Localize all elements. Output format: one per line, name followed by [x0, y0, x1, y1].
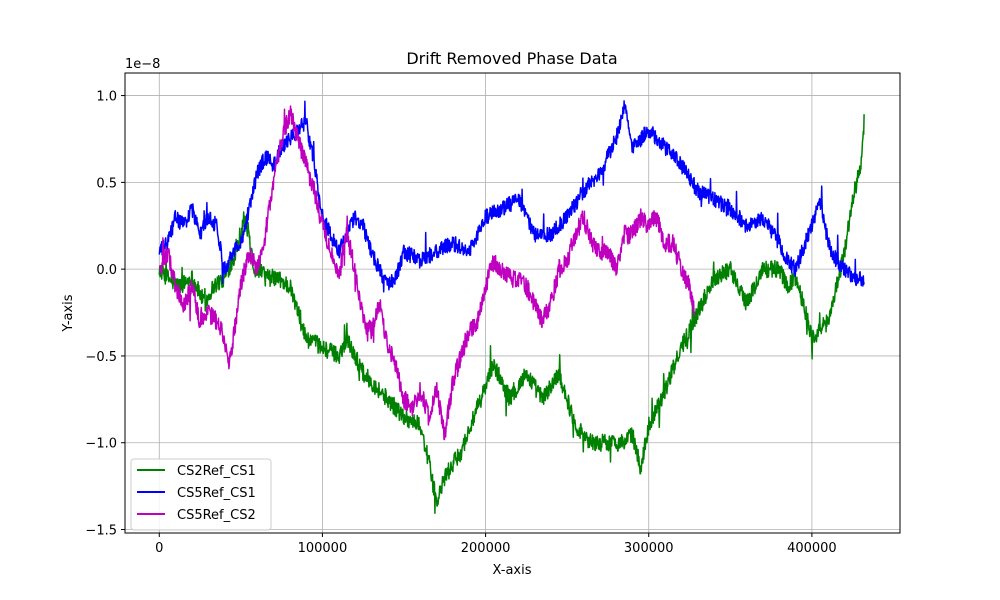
legend: CS2Ref_CS1 CS5Ref_CS1 CS5Ref_CS2 [130, 458, 272, 531]
x-axis-ticks: 0 100000 200000 300000 400000 [155, 533, 837, 556]
series-line-cs2ref-cs1 [158, 114, 865, 514]
legend-label-cs2ref-cs1: CS2Ref_CS1 [177, 464, 256, 479]
x-axis-label: X-axis [493, 563, 532, 578]
y-tick-label: 1.0 [96, 90, 117, 105]
plot-lines [158, 100, 865, 514]
legend-label-cs5ref-cs1: CS5Ref_CS1 [177, 486, 256, 501]
legend-box [130, 458, 272, 531]
x-tick-label: 0 [155, 541, 163, 556]
plot-frame [124, 72, 901, 534]
y-tick-label: −0.5 [85, 350, 117, 365]
x-tick-label: 100000 [298, 541, 348, 556]
y-tick-label: 0.5 [96, 176, 117, 191]
y-tick-label: −1.5 [85, 524, 117, 539]
y-axis-ticks: −1.5 −1.0 −0.5 0.0 0.5 1.0 [85, 90, 125, 539]
y-axis-label: Y-axis [61, 294, 76, 332]
x-tick-label: 200000 [461, 541, 511, 556]
y-tick-label: 0.0 [96, 263, 117, 278]
x-tick-label: 300000 [624, 541, 674, 556]
legend-label-cs5ref-cs2: CS5Ref_CS2 [177, 508, 256, 523]
series-line-cs5ref-cs2 [158, 105, 696, 441]
y-tick-label: −1.0 [85, 437, 117, 452]
y-offset-label: 1e−8 [125, 57, 160, 72]
x-tick-label: 400000 [787, 541, 837, 556]
chart-title: Drift Removed Phase Data [406, 49, 617, 68]
